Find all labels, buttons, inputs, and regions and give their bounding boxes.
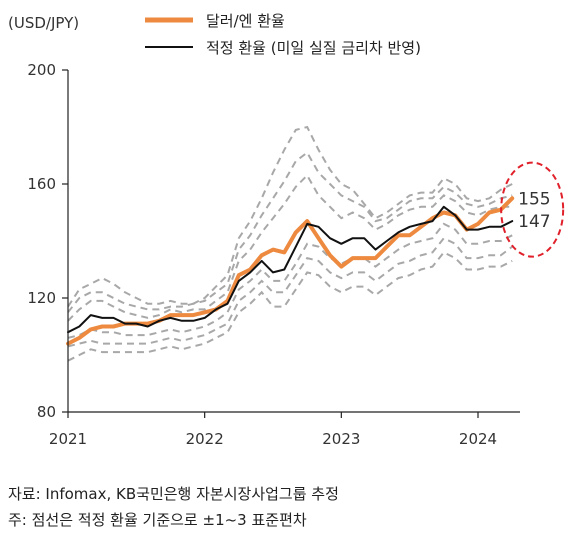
y-tick-label: 80 <box>37 403 56 421</box>
legend-label-usdjpy: 달러/엔 환율 <box>206 12 285 30</box>
end-label-usdjpy: 155 <box>518 189 550 209</box>
axes: 80 120 160 200 2021 2022 2023 2024 <box>27 61 520 448</box>
y-tick-label: 120 <box>27 289 56 307</box>
usdjpy-line <box>66 196 515 346</box>
highlight-ellipse-shape <box>500 161 565 258</box>
source-note: 자료: Infomax, KB국민은행 자본시장사업그룹 추정 <box>8 485 339 503</box>
legend-label-fair-value: 적정 환율 (미일 실질 금리차 반영) <box>206 39 421 57</box>
band-line-2 <box>67 151 513 313</box>
std-dev-bands <box>67 125 513 362</box>
y-tick-label: 160 <box>27 175 56 193</box>
x-tick-label: 2024 <box>459 430 497 448</box>
band-line-6 <box>67 251 513 362</box>
band-line-3 <box>67 173 513 322</box>
unit-label: (USD/JPY) <box>8 14 79 32</box>
x-tick-label: 2021 <box>49 430 87 448</box>
main-series <box>66 196 515 346</box>
x-tick-label: 2023 <box>322 430 360 448</box>
chart-area: 80 120 160 200 2021 2022 2023 2024 (USD/JPY) 달러… <box>8 12 565 448</box>
band-line-1 <box>67 125 513 308</box>
end-label-fair-value: 147 <box>518 212 550 232</box>
band-line-5 <box>67 236 513 348</box>
band-line-4 <box>67 222 513 339</box>
footnote: 주: 점선은 적정 환율 기준으로 ±1~3 표준편차 <box>8 511 307 529</box>
x-tick-label: 2022 <box>186 430 224 448</box>
y-tick-label: 200 <box>27 61 56 79</box>
highlight-ellipse <box>500 161 565 258</box>
fair-value-line <box>67 205 514 334</box>
